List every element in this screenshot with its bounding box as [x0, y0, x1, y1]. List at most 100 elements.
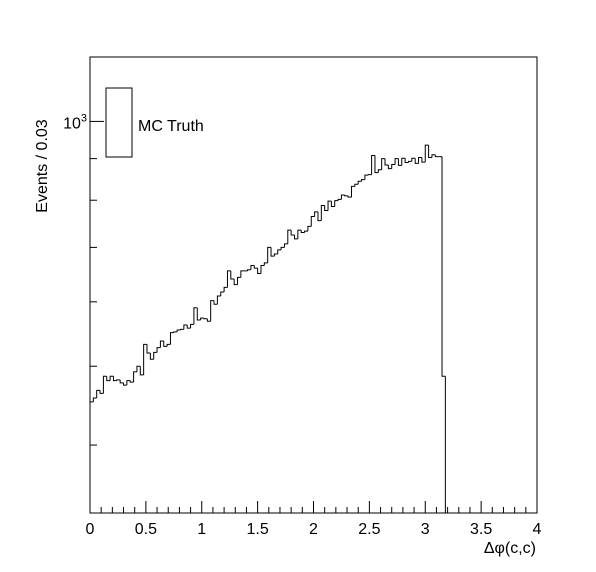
histogram-bin: [290, 230, 295, 236]
x-tick-label: 1.5: [247, 521, 269, 538]
histogram-bin: [361, 179, 365, 182]
histogram-bin: [213, 300, 218, 305]
x-tick-label: 2: [309, 521, 318, 538]
histogram-bin: [397, 158, 402, 166]
histogram-bin: [287, 229, 292, 244]
histogram-bin: [418, 156, 422, 164]
histogram-bin: [109, 375, 114, 381]
histogram-bin: [247, 269, 251, 271]
histogram-bin: [136, 365, 141, 372]
histogram-bin: [116, 379, 121, 381]
histogram-bin: [186, 324, 191, 329]
histogram-bin: [102, 375, 107, 394]
histogram-bin: [169, 332, 174, 345]
x-tick-label: 4: [533, 521, 542, 538]
x-tick-label: 3.5: [470, 521, 492, 538]
histogram-bin: [401, 157, 406, 166]
histogram-bin: [404, 158, 409, 164]
histogram-bin: [377, 169, 382, 173]
histogram-bin: [220, 291, 225, 296]
histogram-bin: [304, 230, 308, 233]
histogram-bin: [340, 194, 345, 200]
histogram-bin: [273, 253, 278, 257]
x-axis-ticks: 0 0.5 1 1.5 2 2.5 3 3.5 4: [86, 501, 542, 538]
histogram-bin: [354, 183, 359, 187]
histogram-bin: [283, 243, 288, 248]
histogram-bin: [106, 376, 111, 382]
histogram-bin: [444, 376, 449, 514]
histogram-bin: [196, 307, 201, 321]
y-tick-label: 103: [63, 112, 87, 132]
histogram-bin: [190, 323, 194, 329]
histogram-bin: [96, 389, 101, 398]
histogram-bin: [176, 329, 181, 332]
histogram-bin: [233, 279, 238, 286]
histogram-bin: [250, 265, 255, 270]
histogram-bin: [280, 246, 285, 250]
histogram-bin: [431, 154, 436, 158]
histogram-bin: [183, 324, 188, 330]
histogram-bin: [270, 247, 275, 257]
histogram-bin: [143, 343, 147, 375]
histogram-bin: [163, 341, 168, 347]
histogram-bin: [223, 286, 228, 292]
histogram-bin: [381, 158, 386, 170]
x-tick-label: 1: [197, 521, 206, 538]
histogram-bin: [421, 157, 426, 163]
histogram-bin: [203, 318, 208, 320]
histogram-bin: [210, 300, 215, 322]
histogram-bin: [92, 397, 97, 402]
histogram-bin: [391, 164, 396, 169]
histogram-bin: [149, 353, 154, 360]
histogram-bin: [226, 270, 231, 288]
histogram-bin: [317, 211, 322, 222]
histogram-bin: [206, 318, 211, 322]
histogram-bin: [320, 205, 325, 221]
histogram-bin: [364, 174, 369, 180]
histogram-bin: [387, 164, 392, 170]
legend: MC Truth: [105, 87, 204, 158]
histogram-bin: [119, 379, 124, 384]
histogram-bin: [310, 215, 315, 227]
histogram-bin: [216, 295, 221, 305]
histogram-bin: [384, 158, 389, 166]
histogram-bin: [263, 262, 268, 266]
histogram-bin: [200, 317, 204, 320]
y-axis-ticks: 103: [63, 112, 104, 446]
histogram-bin: [324, 205, 329, 212]
histogram-bin: [300, 230, 305, 234]
histogram-bin: [277, 249, 282, 255]
histogram-bin: [371, 154, 375, 175]
histogram-bin: [240, 270, 245, 278]
histogram-bin: [112, 376, 117, 382]
x-axis-title: Δφ(c,c): [484, 540, 536, 557]
histogram-bin: [411, 157, 416, 162]
histogram-bin: [407, 160, 412, 163]
histogram-bin: [123, 382, 127, 386]
histogram-bin: [441, 156, 446, 377]
histogram-bin: [307, 225, 312, 232]
histogram-bin: [414, 158, 419, 164]
histogram-bin: [166, 343, 171, 347]
x-tick-label: 3: [421, 521, 430, 538]
histogram-bin: [314, 211, 318, 217]
histogram-bin: [193, 307, 198, 325]
histogram-bin: [424, 144, 429, 163]
histogram-bin: [253, 265, 258, 269]
histogram-bin: [337, 198, 342, 201]
histogram-bin: [330, 201, 335, 207]
histogram-bin: [294, 234, 298, 240]
histogram-bin: [350, 185, 355, 198]
histogram-bin: [133, 371, 137, 383]
legend-entry-marker: [105, 87, 133, 158]
histogram-bin: [260, 265, 265, 274]
histogram-bin: [344, 194, 349, 197]
histogram-series: [90, 144, 453, 514]
histogram-bin: [374, 155, 379, 174]
histogram-bin: [153, 351, 158, 360]
histogram-bin: [267, 246, 272, 263]
histogram-bin: [327, 200, 332, 211]
histogram-bin: [334, 200, 339, 207]
histogram-bin: [347, 195, 352, 198]
